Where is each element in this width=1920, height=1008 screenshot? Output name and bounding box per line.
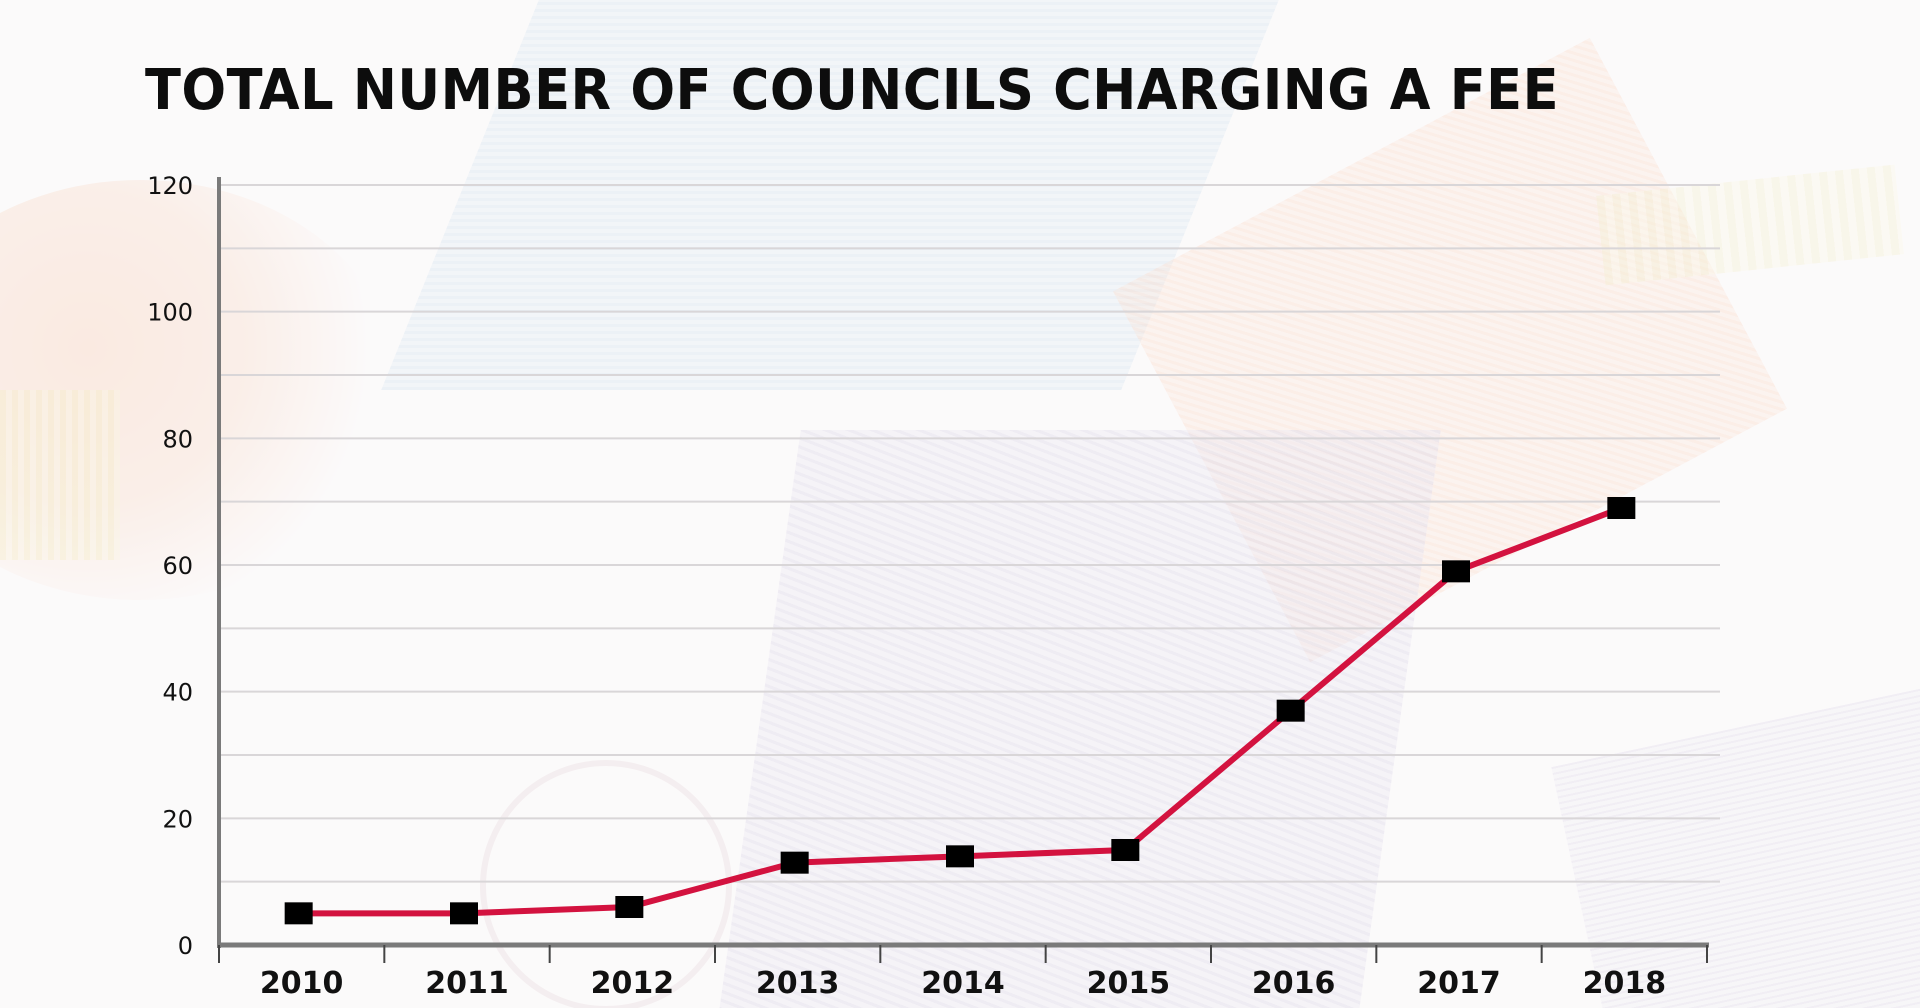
y-tick-label: 60 xyxy=(162,552,193,580)
x-tick-label: 2014 xyxy=(921,966,1005,1001)
x-tick-label: 2012 xyxy=(591,966,675,1001)
y-tick-label: 20 xyxy=(162,805,193,833)
x-axis-ticks xyxy=(218,945,1708,963)
y-tick-label: 80 xyxy=(162,425,193,453)
data-point-marker xyxy=(1276,699,1305,722)
data-point-marker xyxy=(284,902,313,925)
x-tick-label: 2017 xyxy=(1417,966,1501,1001)
y-tick-label: 120 xyxy=(147,172,193,200)
x-tick-label: 2018 xyxy=(1583,966,1667,1001)
data-point-marker xyxy=(450,902,478,925)
x-axis-labels: 2010 2011 2012 2013 2014 2015 2016 2017 2018 xyxy=(260,966,1666,1001)
gridlines xyxy=(219,184,1720,883)
chart-title: TOTAL NUMBER OF COUNCILS CHARGING A FEE xyxy=(145,58,1560,123)
data-point-marker xyxy=(946,845,974,868)
y-tick-label: 40 xyxy=(162,679,193,707)
x-tick-label: 2016 xyxy=(1252,966,1336,1001)
data-point-marker xyxy=(1442,560,1470,583)
data-point-marker xyxy=(615,896,644,918)
data-point-marker xyxy=(1111,839,1140,861)
data-point-marker xyxy=(1607,497,1636,519)
y-tick-label: 100 xyxy=(147,299,193,327)
x-tick-label: 2013 xyxy=(756,966,840,1001)
y-tick-label: 0 xyxy=(178,932,193,960)
x-tick-label: 2015 xyxy=(1087,966,1171,1001)
data-point-marker xyxy=(780,851,809,874)
x-tick-label: 2010 xyxy=(260,966,344,1001)
y-axis-labels: 0 20 40 60 80 100 120 xyxy=(147,172,193,960)
data-point-markers xyxy=(284,497,1636,925)
x-tick-label: 2011 xyxy=(425,966,509,1001)
